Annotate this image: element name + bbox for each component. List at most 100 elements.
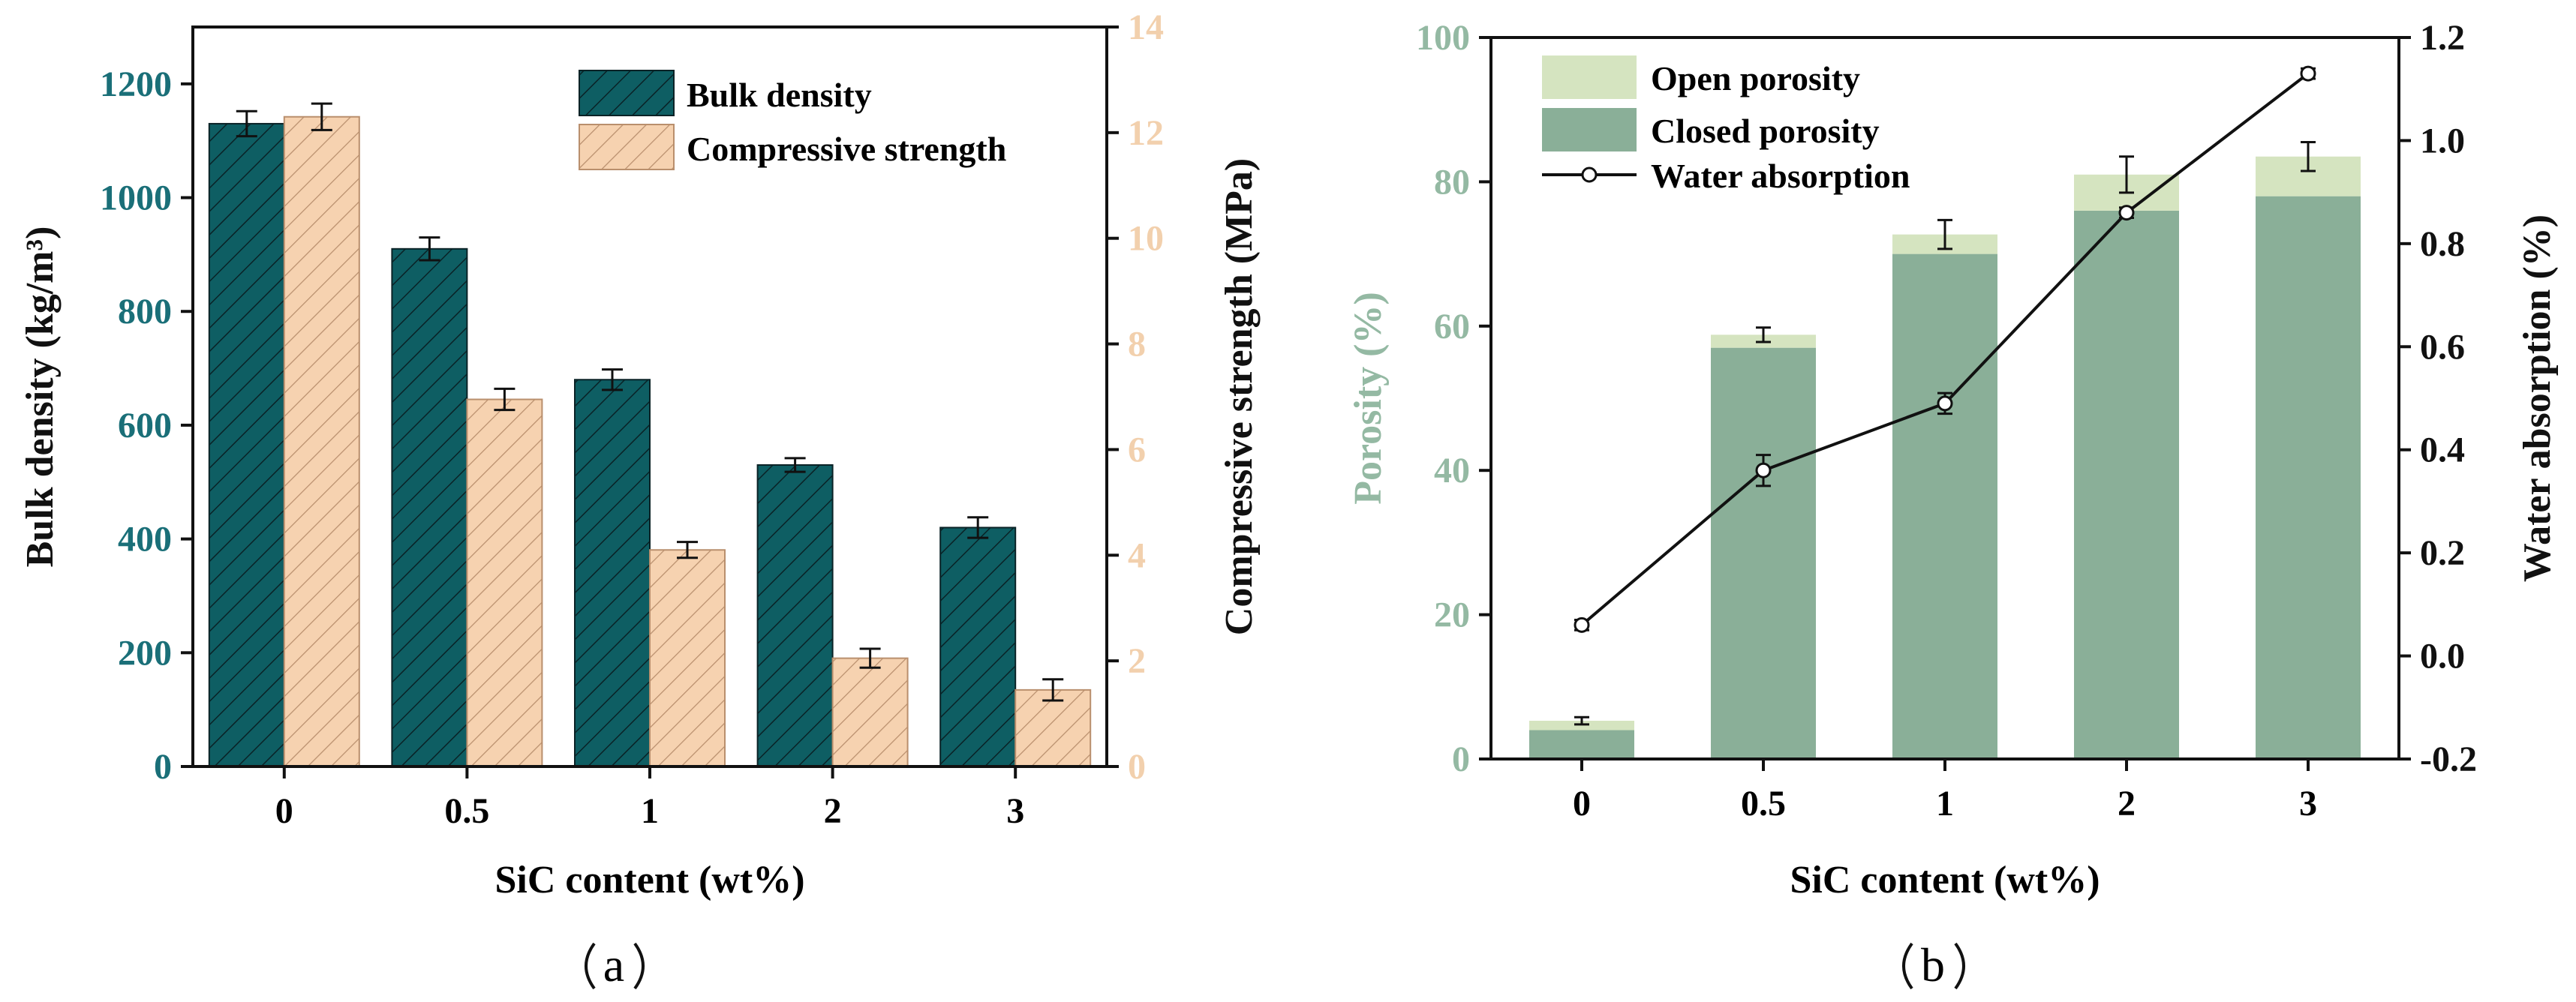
legend-label-bulk-density: Bulk density — [687, 76, 872, 114]
bar-bulk-density — [391, 248, 468, 767]
bar-closed-porosity — [1892, 254, 1997, 760]
point-water-absorption — [2118, 205, 2135, 221]
x-tick-label-b: 0.5 — [1741, 784, 1786, 824]
y-right-tick-label-b: 0.6 — [2420, 327, 2465, 367]
x-tick-label-b: 2 — [2118, 784, 2136, 824]
y-right-tick-label-b: 1.2 — [2420, 18, 2465, 58]
error-bar-open-porosity — [2119, 155, 2134, 194]
panel-a: 0 0.5 1 2 302004006008001000120002468101214 … — [19, 8, 1261, 992]
bar-compressive-strength — [649, 549, 726, 767]
y-left-tick-label-b: 100 — [1416, 18, 1470, 58]
bar-compressive-strength — [831, 657, 909, 767]
legend-swatch-bulk-density — [579, 70, 675, 116]
legend-swatch-closed-porosity — [1542, 108, 1637, 152]
y-right-tick-label-a: 14 — [1128, 8, 1164, 47]
y-right-tick-label-a: 12 — [1128, 113, 1164, 153]
point-water-absorption — [1755, 462, 1772, 478]
error-bar-open-porosity — [1574, 716, 1589, 726]
bar-bulk-density — [756, 464, 834, 767]
y-right-tick-label-b: 0.0 — [2420, 637, 2465, 676]
error-bar-compressive-strength — [859, 647, 881, 669]
legend-label-closed-porosity: Closed porosity — [1651, 112, 1880, 150]
legend-a: Bulk density Compressive strength — [579, 70, 1006, 170]
legend-b: Open porosity Closed porosity Water abso… — [1542, 56, 1910, 195]
y-right-tick-label-a: 4 — [1128, 536, 1146, 575]
legend-label-open-porosity: Open porosity — [1651, 59, 1860, 98]
error-bar-bulk-density — [967, 516, 989, 539]
y-left-tick-label-b: 0 — [1452, 740, 1470, 779]
y-right-tick-label-a: 0 — [1128, 747, 1146, 787]
paren-left-b — [1902, 942, 1913, 990]
legend-swatch-open-porosity — [1542, 56, 1637, 99]
y-left-tick-label-b: 80 — [1434, 162, 1470, 202]
bar-closed-porosity — [2074, 210, 2179, 759]
x-axis-label-a: SiC content (wt%) — [494, 859, 804, 902]
y-right-tick-label-a: 8 — [1128, 325, 1146, 364]
error-bar-compressive-strength — [311, 102, 332, 131]
point-water-absorption — [2300, 65, 2316, 82]
y-left-tick-label-a: 1000 — [100, 178, 172, 218]
y-left-axis-label-b: Porosity (%) — [1347, 292, 1390, 505]
y-left-tick-label-b: 60 — [1434, 307, 1470, 346]
bar-closed-porosity — [1529, 730, 1634, 759]
x-tick-label-a: 2 — [824, 791, 842, 831]
plot-frame-a — [191, 26, 1108, 768]
error-bar-bulk-density — [784, 457, 806, 473]
bar-bulk-density — [939, 526, 1017, 767]
legend-marker-water-absorption — [1581, 166, 1598, 183]
error-bar-compressive-strength — [677, 541, 698, 560]
bar-compressive-strength — [466, 398, 543, 767]
bar-compressive-strength — [1014, 688, 1092, 768]
bar-closed-porosity — [1711, 347, 1816, 759]
y-right-axis-label-b: Water absorption (%) — [2516, 214, 2559, 582]
point-water-absorption — [1937, 395, 1953, 412]
y-right-tick-label-b: 0.8 — [2420, 224, 2465, 264]
plot-frame-b — [1489, 36, 2400, 760]
y-left-tick-label-b: 40 — [1434, 451, 1470, 490]
y-left-tick-label-a: 600 — [118, 406, 172, 446]
legend-label-water-absorption: Water absorption — [1651, 157, 1910, 195]
bar-compressive-strength — [283, 116, 360, 767]
y-right-tick-label-a: 2 — [1128, 641, 1146, 681]
panel-label-a: a — [603, 938, 624, 992]
y-right-axis-label-a: Compressive strength (MPa) — [1218, 158, 1261, 635]
y-left-tick-label-a: 1200 — [100, 64, 172, 104]
x-tick-label-b: 1 — [1936, 784, 1954, 824]
y-right-tick-label-b: 0.2 — [2420, 533, 2465, 573]
legend-swatch-compressive-strength — [579, 124, 675, 170]
point-water-absorption — [1574, 616, 1590, 633]
y-right-tick-label-b: -0.2 — [2420, 740, 2477, 779]
y-right-tick-label-b: 0.4 — [2420, 430, 2465, 470]
panel-b: 0 0.5 1 2 3 0 20 40 60 80 100 -0.2 0.0 0.2 0.4 0.6 0.8 1.… — [1347, 18, 2559, 992]
y-right-tick-label-b: 1.0 — [2420, 121, 2465, 160]
y-left-tick-label-a: 0 — [154, 747, 172, 787]
paren-left-a — [585, 942, 596, 990]
x-tick-label-a: 3 — [1006, 791, 1024, 831]
y-left-tick-label-a: 200 — [118, 633, 172, 673]
y-right-tick-label-a: 10 — [1128, 219, 1164, 259]
error-bar-open-porosity — [2301, 140, 2316, 172]
x-tick-label-b: 3 — [2299, 784, 2317, 824]
bar-closed-porosity — [2256, 196, 2361, 759]
x-tick-label-a: 0.5 — [444, 791, 489, 831]
error-bar-bulk-density — [419, 236, 440, 262]
x-tick-label-a: 0 — [275, 791, 293, 831]
x-tick-label-a: 1 — [641, 791, 659, 831]
error-bar-open-porosity — [1756, 326, 1771, 344]
panel-label-b: b — [1921, 938, 1945, 992]
error-bar-open-porosity — [1937, 218, 1952, 250]
error-bar-bulk-density — [602, 368, 623, 392]
paren-right-b — [1954, 942, 1965, 990]
x-tick-label-b: 0 — [1573, 784, 1591, 824]
bar-bulk-density — [574, 379, 651, 767]
y-left-tick-label-a: 400 — [118, 520, 172, 560]
error-bar-compressive-strength — [494, 387, 516, 412]
legend-label-compressive-strength: Compressive strength — [687, 130, 1006, 168]
y-left-tick-label-b: 20 — [1434, 596, 1470, 635]
x-axis-label-b: SiC content (wt%) — [1790, 859, 2100, 902]
error-bar-bulk-density — [236, 110, 257, 138]
y-left-axis-label-a: Bulk density (kg/m³) — [19, 226, 62, 568]
y-right-tick-label-a: 6 — [1128, 430, 1146, 470]
error-bar-compressive-strength — [1042, 678, 1064, 702]
